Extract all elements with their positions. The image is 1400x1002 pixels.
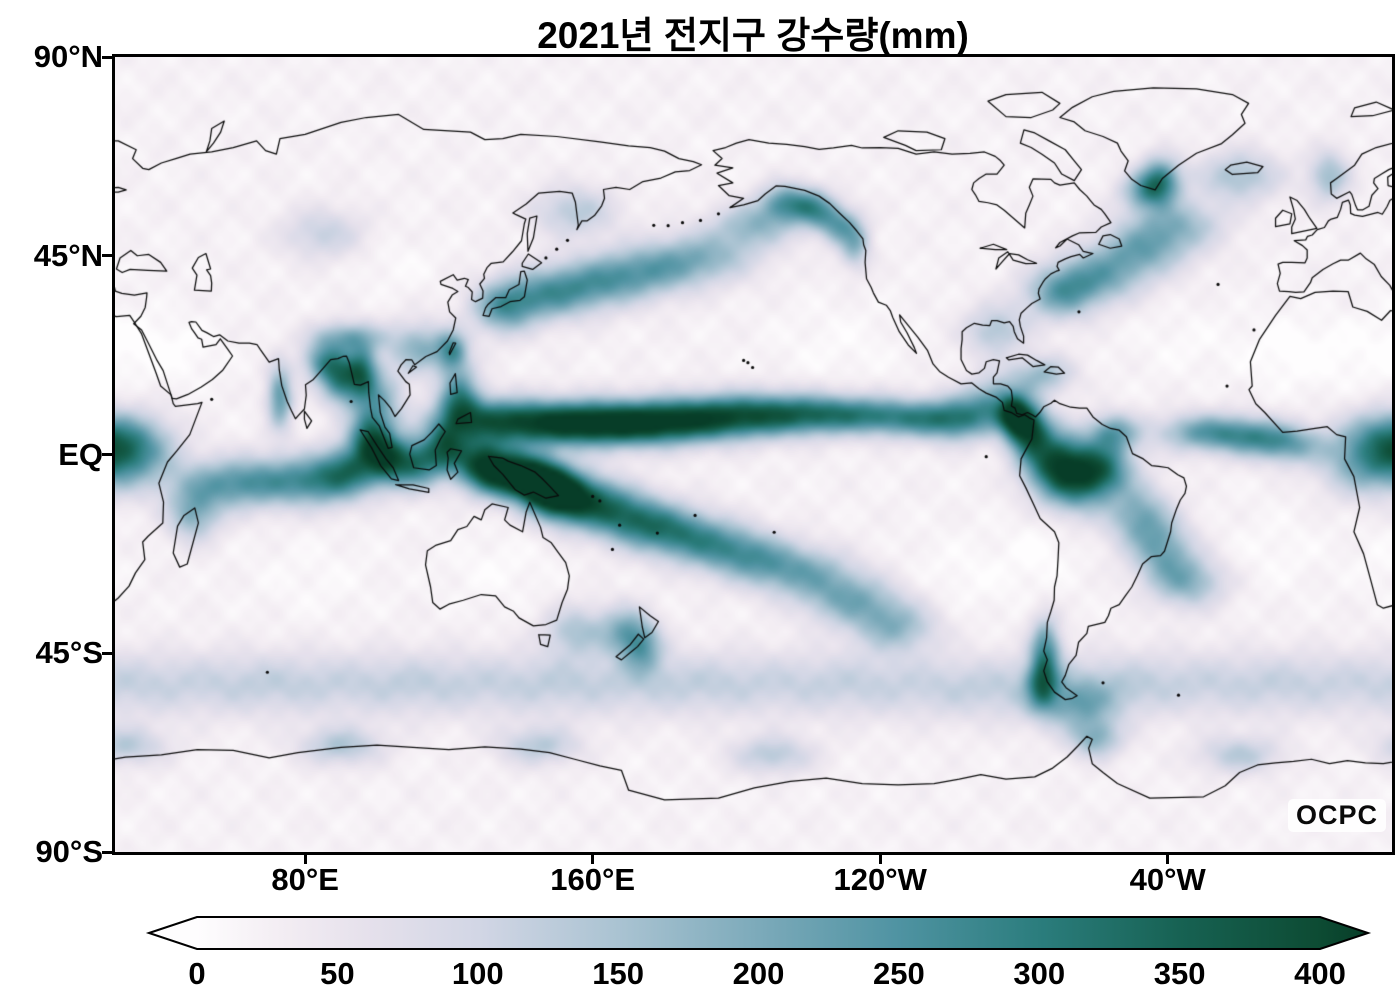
colorbar-tick-label: 100 bbox=[451, 956, 504, 991]
colorbar-tick-label: 350 bbox=[1153, 956, 1206, 991]
lon-tick-mark bbox=[1166, 855, 1170, 864]
ocpc-logo: OCPC bbox=[1287, 799, 1386, 832]
lon-tick-mark bbox=[303, 855, 307, 864]
colorbar-tick-label: 0 bbox=[188, 956, 206, 991]
lat-tick-label: 90°N bbox=[33, 39, 103, 74]
chart-title: 2021년 전지구 강수량(mm) bbox=[537, 15, 969, 56]
lat-tick-mark bbox=[102, 651, 112, 655]
colorbar-tick-label: 200 bbox=[732, 956, 785, 991]
colorbar-tick-label: 50 bbox=[320, 956, 355, 991]
colorbar-tick-label: 150 bbox=[592, 956, 644, 991]
lat-tick-label: 45°N bbox=[33, 237, 103, 273]
colorbar-tick-label: 300 bbox=[1013, 956, 1066, 991]
lon-tick-label: 80°E bbox=[271, 862, 339, 897]
plot-area: OCPC bbox=[112, 54, 1395, 855]
lon-tick-mark bbox=[878, 855, 882, 864]
lon-tick-label: 120°W bbox=[833, 862, 927, 897]
lat-tick-label: 45°S bbox=[35, 635, 103, 671]
lat-tick-mark bbox=[102, 850, 112, 854]
lat-tick-label: EQ bbox=[58, 436, 103, 472]
lon-tick-label: 160°E bbox=[550, 862, 636, 897]
colorbar-tick-label: 250 bbox=[873, 956, 925, 991]
lat-tick-label: 90°S bbox=[35, 834, 103, 869]
lat-tick-mark bbox=[102, 55, 112, 59]
lat-tick-mark bbox=[102, 453, 112, 456]
world-map-canvas bbox=[115, 57, 1392, 852]
lat-tick-mark bbox=[102, 254, 112, 258]
lon-tick-mark bbox=[591, 855, 595, 864]
colorbar-bar bbox=[145, 916, 1372, 950]
lon-tick-label: 40°W bbox=[1129, 862, 1206, 897]
colorbar-tick-label: 400 bbox=[1294, 956, 1346, 991]
